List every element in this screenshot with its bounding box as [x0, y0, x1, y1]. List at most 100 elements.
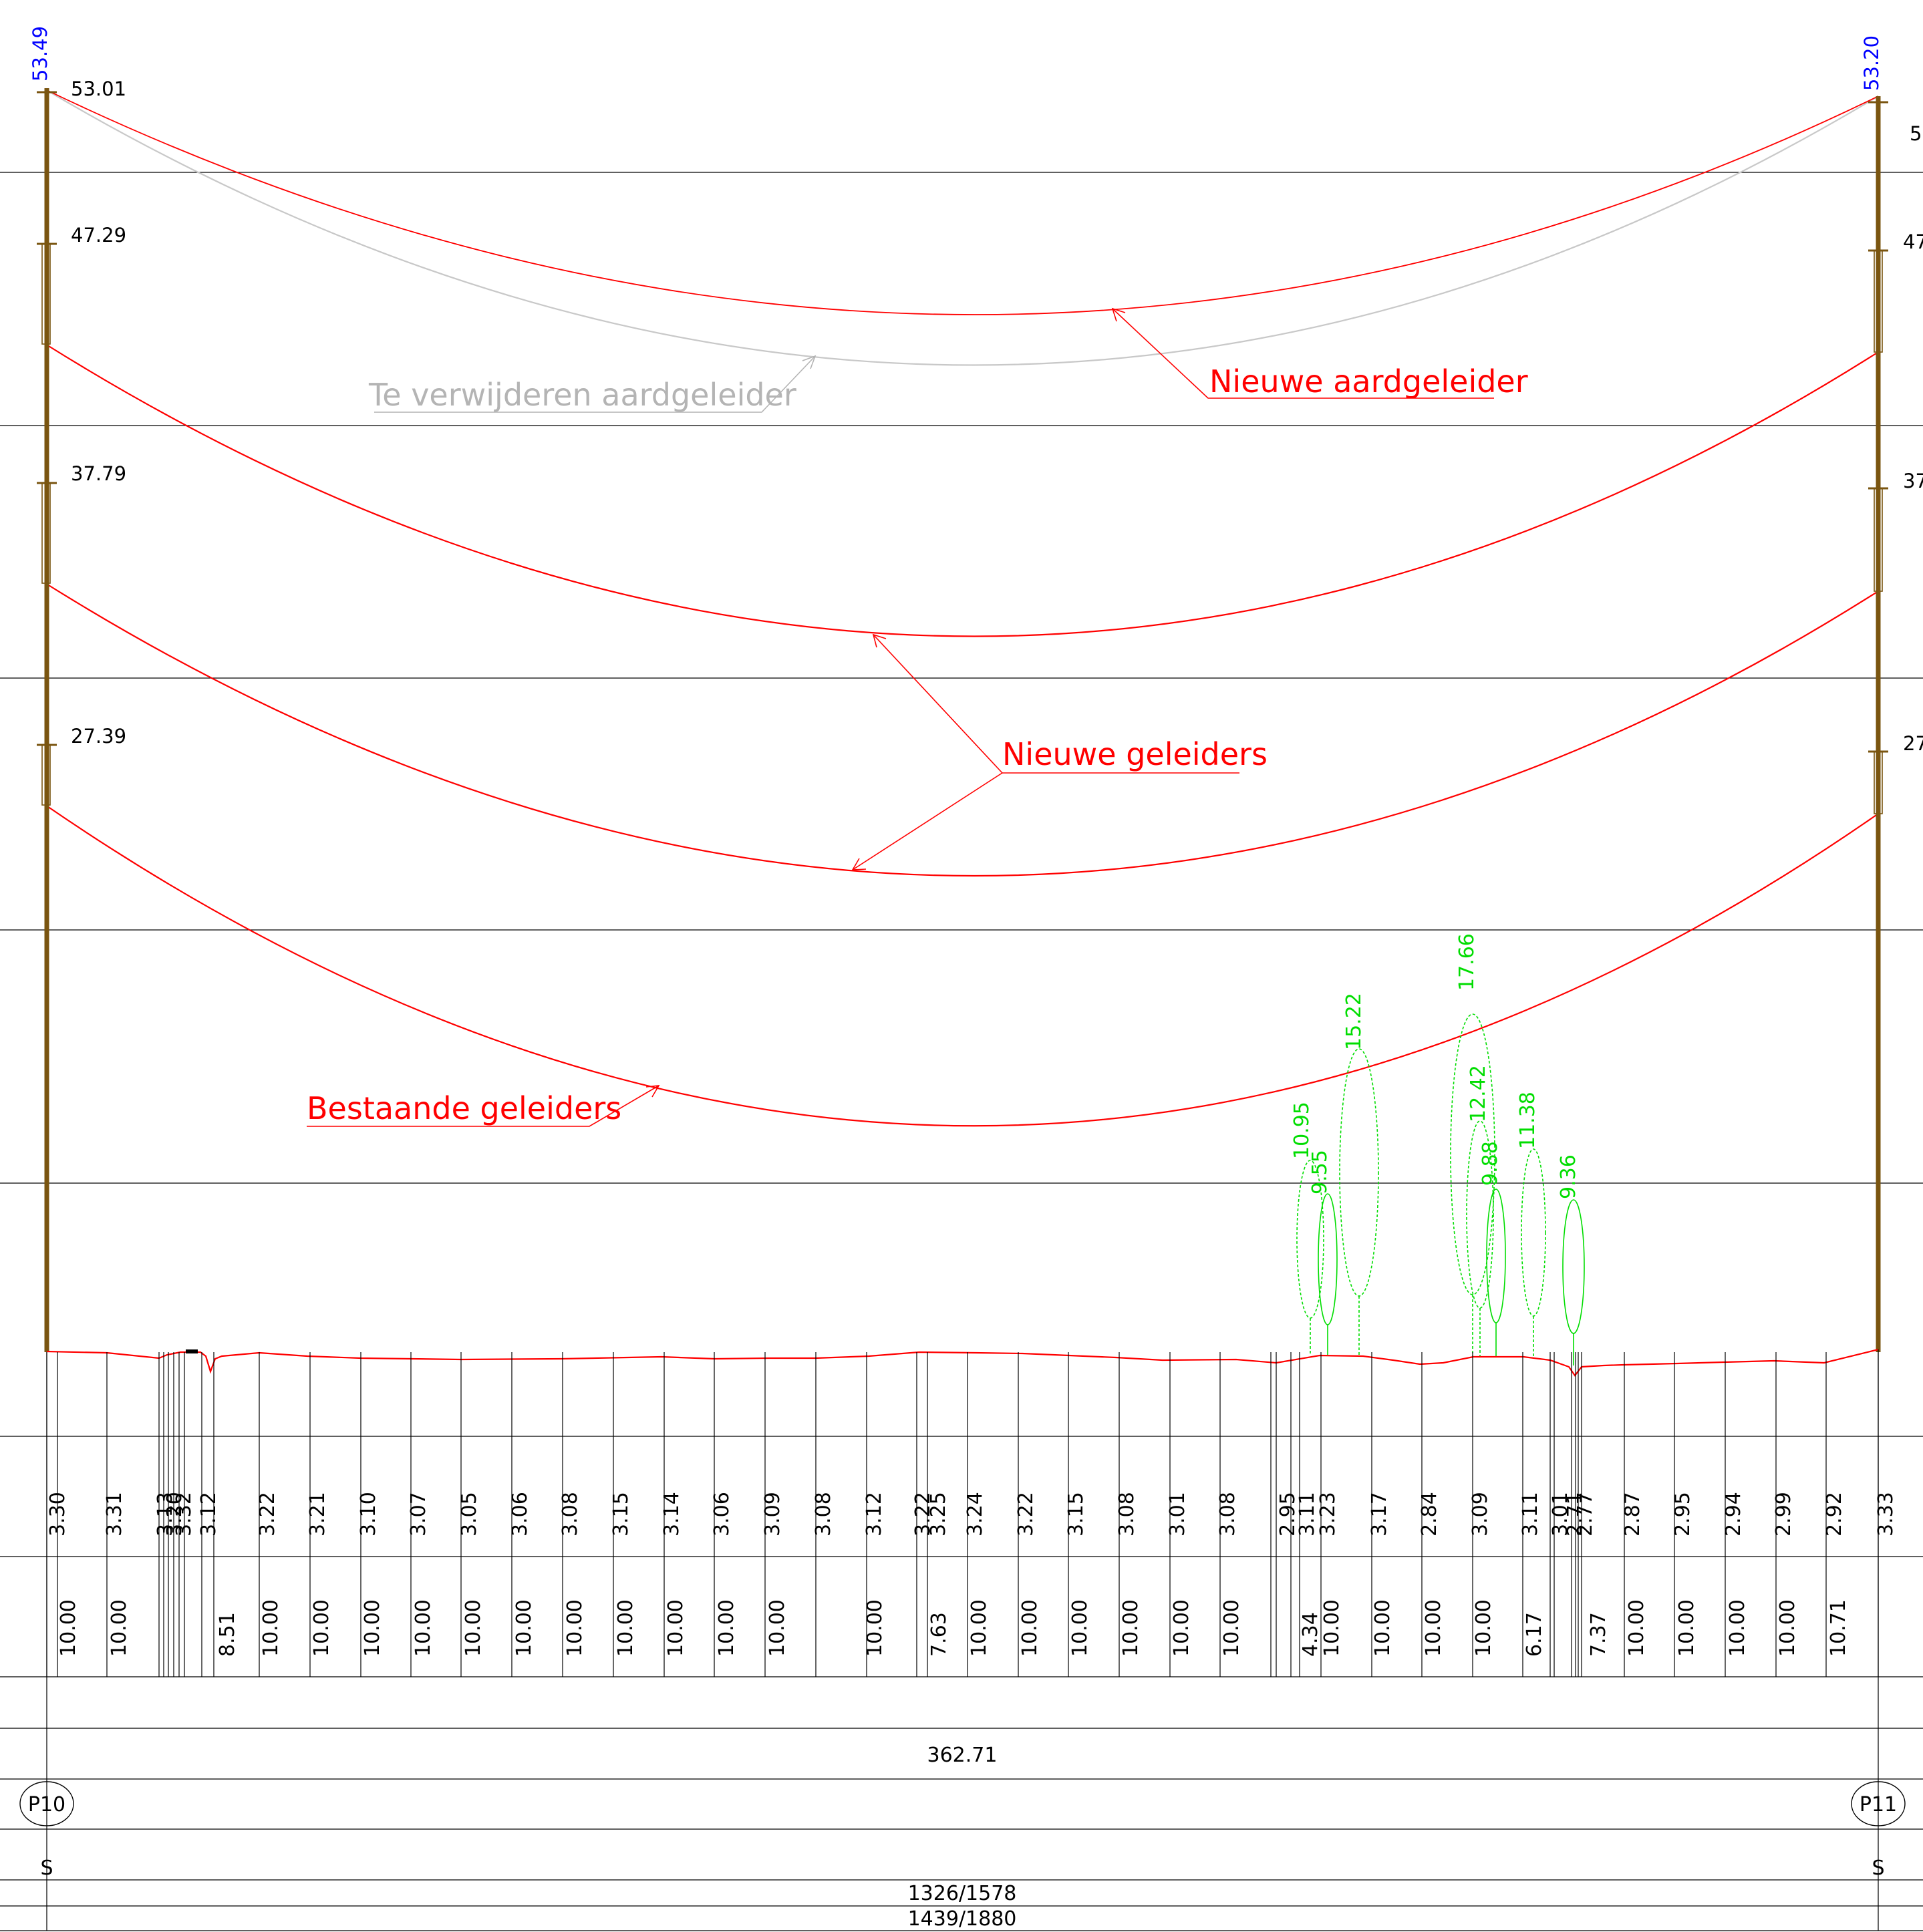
distance-label: 10.00	[863, 1599, 887, 1657]
distance-label: 10.00	[1625, 1599, 1648, 1657]
tree-crown	[1562, 1199, 1585, 1334]
distance-label: 10.00	[412, 1599, 435, 1657]
arrowhead	[851, 858, 867, 870]
tower-labels: 53.49 53.20 53.01 47.29 37.79 27.39 5 47…	[29, 26, 1923, 755]
ground-height-label: 3.33	[1874, 1492, 1898, 1537]
distance-label: 10.00	[259, 1599, 283, 1657]
ground-height-label: 3.20	[163, 1492, 186, 1537]
distance-label: 10.00	[968, 1599, 991, 1657]
ground-height-label: 3.14	[660, 1492, 684, 1537]
ground-height-label: 3.08	[812, 1492, 835, 1537]
ground-height-label: 3.32	[172, 1492, 196, 1537]
callout-old-earth-wire: Te verwijderen aardgeleider	[368, 377, 796, 413]
ground-height-label: 3.01	[1166, 1492, 1189, 1537]
ground-height-row: 3.30 3.31 3.133.203.32 3.12 3.22 3.21 3.10 3.07…	[46, 1492, 1898, 1537]
distance-label: 10.00	[1018, 1599, 1042, 1657]
distance-label: 10.00	[715, 1599, 738, 1657]
ground-height-label: 3.08	[559, 1492, 582, 1537]
tree-crown	[1466, 1120, 1494, 1309]
distance-label: 10.00	[563, 1599, 587, 1657]
arrowhead	[872, 633, 887, 648]
distance-label: 10.00	[462, 1599, 485, 1657]
callout-existing-conductors: Bestaande geleiders	[307, 1090, 621, 1126]
distance-row: 10.00 10.00 8.51 10.00 10.00 10.00 10.00 10.00 1…	[57, 1599, 1850, 1657]
tree-height: 11.38	[1516, 1092, 1539, 1149]
ground-height-label: 3.10	[357, 1492, 380, 1537]
callout-new-conductors: Nieuwe geleiders	[1002, 736, 1268, 772]
distance-label: 7.63	[927, 1612, 951, 1657]
towers	[37, 88, 1888, 1352]
span-length: 362.71	[927, 1744, 998, 1767]
ground-height-label: 3.13	[154, 1492, 177, 1537]
insulators	[41, 243, 1883, 814]
ground-marker	[186, 1349, 198, 1353]
parcel-row-2: 1439/1880	[908, 1907, 1017, 1931]
ground-height-label: 3.31	[103, 1492, 126, 1537]
tower-p10-top-height: 53.49	[29, 26, 51, 82]
conductors	[45, 89, 1879, 1127]
ground-height-label: 3.15	[609, 1492, 633, 1537]
distance-label: 10.00	[1371, 1599, 1394, 1657]
ground-height-label: 3.23	[1316, 1492, 1340, 1537]
ground-height-label: 2.84	[1418, 1492, 1441, 1537]
distance-label: 4.34	[1299, 1612, 1322, 1657]
distance-label: 10.00	[1472, 1599, 1495, 1657]
tree-height: 12.42	[1467, 1065, 1490, 1122]
ground-height-label: 3.06	[710, 1492, 734, 1537]
tree-labels: 10.95 9.55 15.22 17.66 12.42 9.88 11.38 …	[1290, 933, 1580, 1199]
distance-label: 10.00	[1068, 1599, 1092, 1657]
ground-height-label: 3.12	[197, 1492, 220, 1537]
ground-height-label: 3.21	[306, 1492, 329, 1537]
ground-height-label: 3.09	[761, 1492, 784, 1537]
tower-p11-id: P11	[1860, 1793, 1897, 1816]
ground-height-label: 3.30	[46, 1492, 69, 1537]
attachment-height: 47.29	[71, 224, 126, 247]
new-conductor-top	[45, 343, 1879, 637]
arrowhead	[802, 355, 817, 369]
tree-crown	[1521, 1148, 1546, 1317]
distance-label: 7.37	[1587, 1612, 1610, 1657]
attachment-height: 5	[1910, 122, 1922, 145]
tower-p10-id: P10	[28, 1793, 65, 1816]
ground-height-label: 3.11	[1296, 1492, 1319, 1537]
tree-height: 9.88	[1479, 1141, 1502, 1186]
trees	[1296, 1013, 1585, 1365]
ground-height-label: 2.94	[1722, 1492, 1745, 1537]
ground-height-label: 2.71	[1564, 1492, 1587, 1537]
tree-height: 10.95	[1290, 1102, 1314, 1159]
distance-label: 10.00	[1726, 1599, 1749, 1657]
existing-conductor	[45, 804, 1879, 1127]
distance-label: 10.00	[108, 1599, 131, 1657]
distance-label: 10.00	[1220, 1599, 1243, 1657]
ground-height-label: 3.08	[1115, 1492, 1139, 1537]
tree-crown	[1339, 1048, 1379, 1297]
old-earth-wire	[45, 89, 1879, 366]
ground-height-label: 2.95	[1276, 1492, 1300, 1537]
distance-label: 10.00	[1675, 1599, 1698, 1657]
tree-crown	[1318, 1193, 1338, 1325]
ground-height-label: 3.09	[1469, 1492, 1492, 1537]
ground-height-label: 3.24	[964, 1492, 987, 1537]
leader-new-earth-wire	[1112, 308, 1494, 399]
ground-height-label: 3.22	[256, 1492, 279, 1537]
terrain-line	[46, 1348, 1879, 1377]
attachment-height: 37	[1903, 470, 1923, 492]
ground-height-label: 3.22	[911, 1492, 935, 1537]
distance-label: 10.00	[310, 1599, 333, 1657]
tower-id-bubble	[19, 1781, 74, 1826]
distance-label: 10.00	[361, 1599, 384, 1657]
distance-label: 10.00	[512, 1599, 536, 1657]
leader-new-conductors-lower	[852, 772, 1003, 870]
arrowhead	[645, 1085, 660, 1098]
ground-height-label: 2.95	[1671, 1492, 1694, 1537]
leader-old-earth-wire	[374, 355, 816, 413]
callout-new-earth-wire: Nieuwe aardgeleider	[1209, 363, 1528, 399]
ground-height-label: 2.77	[1574, 1492, 1597, 1537]
ground-height-label: 3.17	[1368, 1492, 1391, 1537]
tree-crown	[1486, 1188, 1506, 1323]
ground-height-label: 3.05	[458, 1492, 481, 1537]
distance-label: 10.00	[1320, 1599, 1344, 1657]
ground-height-label: 3.22	[1014, 1492, 1038, 1537]
ground-height-label: 3.06	[508, 1492, 532, 1537]
callouts: Te verwijderen aardgeleider Nieuwe aardg…	[307, 307, 1528, 1127]
